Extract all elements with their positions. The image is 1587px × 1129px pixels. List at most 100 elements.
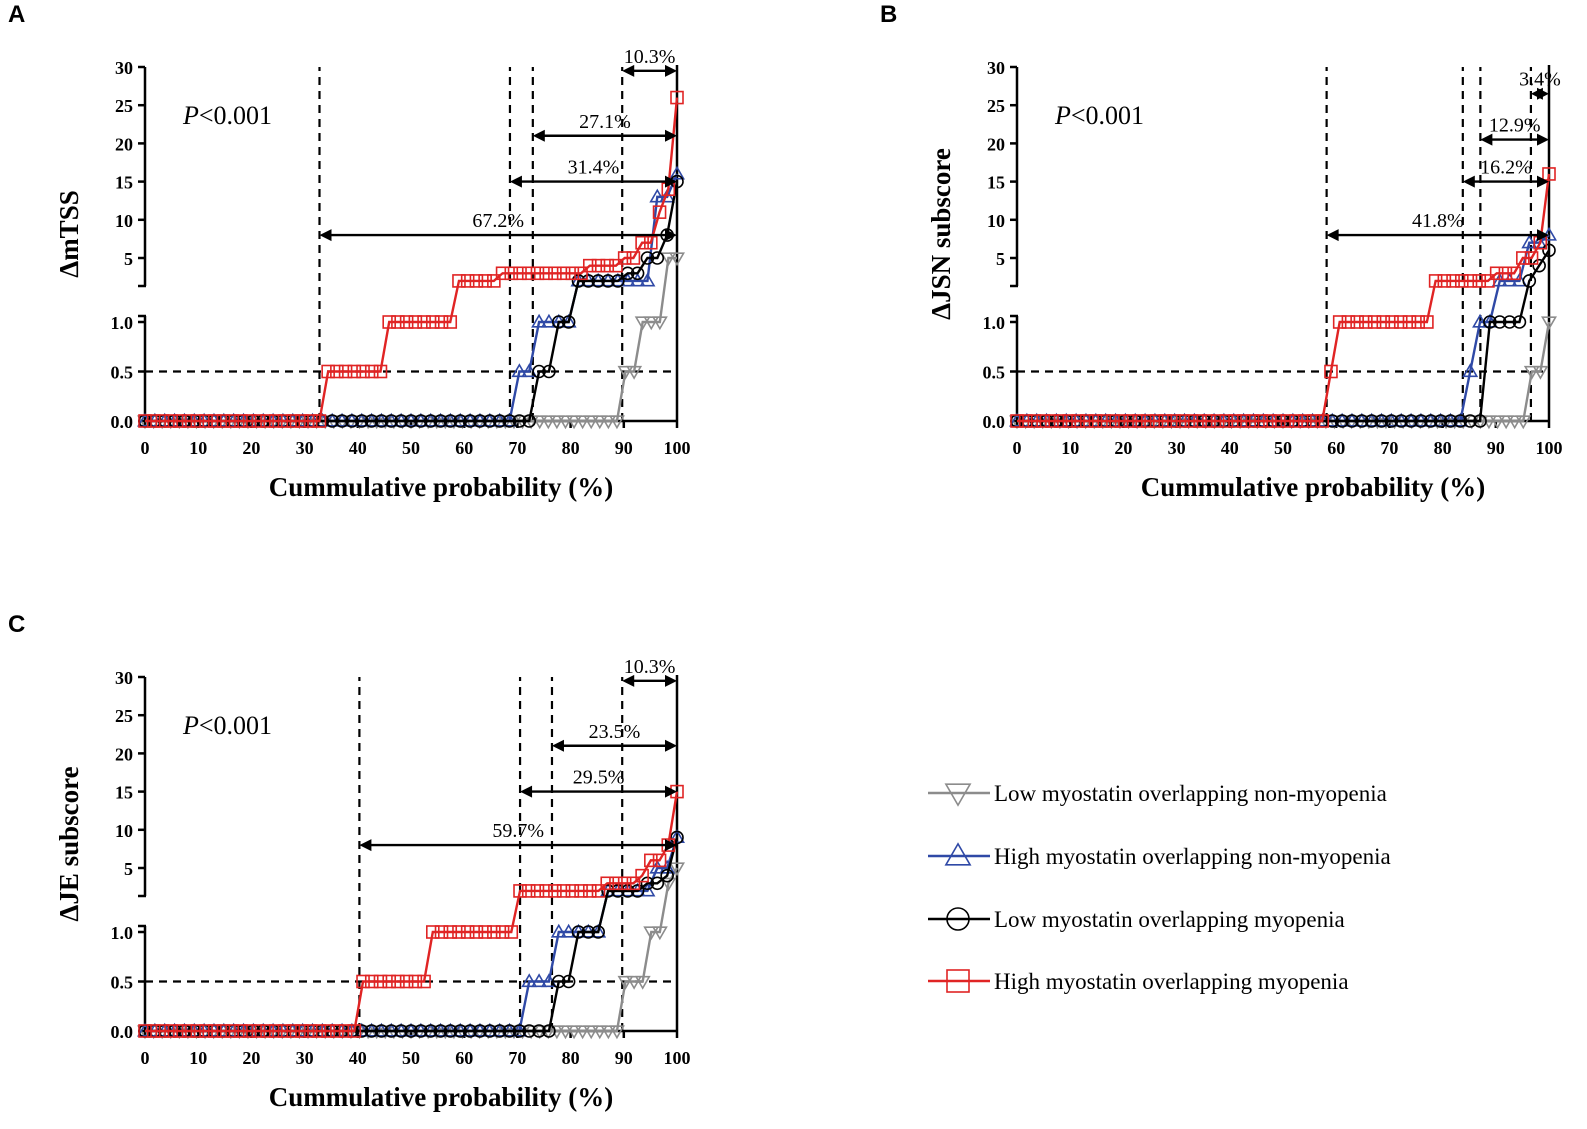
data-point [531,973,548,988]
data-point [582,258,597,273]
data-point [1062,414,1077,428]
data-point [591,258,606,273]
data-point [423,414,438,428]
data-point [629,272,646,287]
data-point [574,415,591,430]
data-point [384,414,399,428]
data-point [146,1024,161,1038]
legend-label: High myostatin overlapping myopenia [994,969,1349,994]
data-point [626,876,641,891]
data-point [1079,414,1094,428]
data-point [1498,266,1513,281]
data-point [364,974,379,989]
data-point [1522,274,1537,288]
data-point [1306,414,1321,428]
series-line [145,256,677,423]
data-point [1097,414,1112,428]
data-point [626,251,641,265]
data-point [531,313,548,328]
legend-item: High myostatin overlapping myopenia [928,969,1349,994]
legend-label: Low myostatin overlapping myopenia [994,907,1345,932]
data-point [522,414,537,428]
data-point [1364,414,1379,428]
data-point [1472,274,1487,288]
data-point [1454,274,1469,288]
data-point [650,876,665,891]
data-point [581,925,596,939]
data-point [277,414,292,428]
y-axis-label: ΔmTSS [54,190,84,277]
y-tick-label: 5 [124,249,133,269]
data-point [260,1024,274,1038]
data-point [338,1024,353,1038]
panel-letter: B [880,1,897,28]
data-point [660,877,677,892]
data-point [521,973,538,988]
data-point [1263,414,1277,428]
data-point [1376,315,1391,329]
series-line [1017,234,1550,423]
panel-letter: A [8,1,25,28]
legend-item: Low myostatin overlapping non-myopenia [928,781,1387,807]
data-point [639,272,656,287]
data-point [1367,315,1382,329]
data-point [670,90,684,105]
data-point [234,1024,248,1038]
data-point [1473,414,1487,428]
data-point [1106,414,1120,428]
data-point [650,251,665,265]
x-tick-label: 40 [349,1048,367,1068]
data-point [556,266,571,281]
data-point [354,414,369,428]
data-point [277,1024,292,1038]
data-point [652,853,667,868]
data-point [1236,414,1251,428]
data-point [1394,414,1409,428]
data-point [566,1025,583,1040]
percentage-arrow: 23.5% [551,721,677,752]
data-point [551,315,566,329]
data-point [583,415,600,430]
data-point [460,274,475,288]
arrow-head-right [665,64,677,77]
data-point [630,884,645,898]
arrow-head-left [551,739,564,752]
data-point [286,414,301,428]
data-point [138,414,152,428]
data-point [1027,414,1042,428]
data-point [634,975,651,990]
x-tick-label: 80 [562,1048,580,1068]
data-point [434,315,449,329]
percentage-arrow: 31.4% [509,157,677,188]
data-point [473,414,487,428]
arrow-label: 59.7% [492,820,544,842]
data-point [242,414,257,428]
data-point [1123,414,1138,428]
panel-b: B 0.0 0.5 1.0 5 10 15 20 25 30 0 10 20 30 40 50 60 70 80 90… [880,1,1563,502]
data-point [453,1024,468,1038]
data-point [539,884,553,898]
data-point [542,364,556,379]
data-point [434,925,449,939]
x-tick-label: 0 [1013,438,1022,458]
data-point [1463,274,1478,288]
data-point [522,1024,537,1038]
series-high-non [137,829,685,1037]
percentage-arrow: 10.3% [622,46,677,77]
data-point [539,266,553,281]
series-line [145,181,679,423]
data-point [502,1024,517,1038]
data-point [1453,414,1468,428]
data-point [617,876,632,891]
data-point [1167,414,1181,428]
data-point [512,1024,527,1038]
data-point [1141,414,1155,428]
data-point [635,868,649,883]
data-point [487,274,501,288]
data-point [391,315,405,329]
x-tick-label: 90 [1487,438,1505,458]
data-point [347,364,362,379]
data-point [1219,414,1234,428]
data-point [303,414,318,428]
data-point [1114,414,1129,428]
